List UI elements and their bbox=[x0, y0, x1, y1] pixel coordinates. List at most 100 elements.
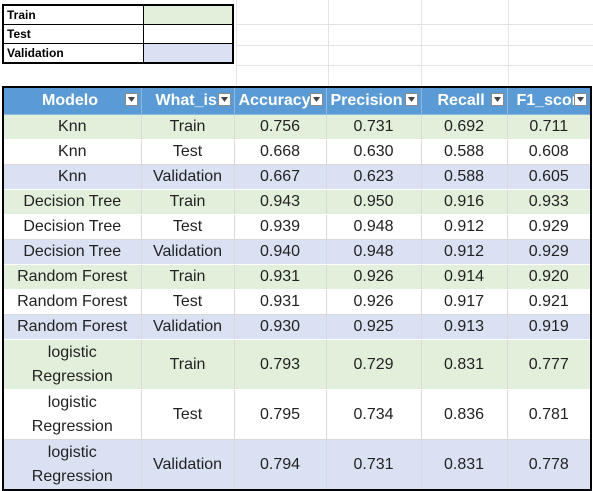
filter-dropdown-icon[interactable] bbox=[217, 93, 231, 106]
what-is-cell[interactable]: Test bbox=[140, 289, 235, 315]
modelo-cell[interactable]: logistic Regression bbox=[2, 339, 142, 390]
filter-dropdown-icon[interactable] bbox=[574, 93, 587, 106]
precision-cell[interactable]: 0.926 bbox=[325, 264, 422, 290]
precision-cell[interactable]: 0.729 bbox=[325, 339, 422, 390]
f1-score-cell[interactable]: 0.920 bbox=[506, 264, 592, 290]
modelo-cell[interactable]: Knn bbox=[2, 114, 142, 140]
recall-cell[interactable]: 0.917 bbox=[420, 289, 508, 315]
column-header-label: Accuracy bbox=[238, 92, 311, 109]
what-is-cell[interactable]: Train bbox=[140, 114, 235, 140]
what-is-cell[interactable]: Test bbox=[140, 214, 235, 240]
accuracy-cell[interactable]: 0.667 bbox=[233, 164, 327, 190]
recall-cell[interactable]: 0.692 bbox=[420, 114, 508, 140]
f1-score-cell[interactable]: 0.929 bbox=[506, 239, 592, 265]
modelo-cell[interactable]: Decision Tree bbox=[2, 214, 142, 240]
accuracy-cell[interactable]: 0.794 bbox=[233, 439, 327, 491]
modelo-cell[interactable]: Knn bbox=[2, 164, 142, 190]
what-is-cell[interactable]: Train bbox=[140, 189, 235, 215]
column-header-what-is[interactable]: What_is bbox=[140, 86, 235, 115]
table-row: logistic Regression Train 0.793 0.729 0.831 0… bbox=[2, 339, 592, 390]
accuracy-cell[interactable]: 0.668 bbox=[233, 139, 327, 165]
precision-cell[interactable]: 0.950 bbox=[325, 189, 422, 215]
precision-cell[interactable]: 0.925 bbox=[325, 314, 422, 340]
legend-label[interactable]: Test bbox=[2, 24, 144, 44]
legend-label[interactable]: Train bbox=[2, 4, 144, 25]
recall-cell[interactable]: 0.831 bbox=[420, 339, 508, 390]
legend-row: Test bbox=[2, 24, 234, 44]
accuracy-cell[interactable]: 0.756 bbox=[233, 114, 327, 140]
sheet-gridline bbox=[508, 0, 509, 86]
column-header-label: F1_score bbox=[516, 92, 587, 109]
recall-cell[interactable]: 0.588 bbox=[420, 139, 508, 165]
precision-cell[interactable]: 0.731 bbox=[325, 439, 422, 491]
precision-cell[interactable]: 0.623 bbox=[325, 164, 422, 190]
recall-cell[interactable]: 0.912 bbox=[420, 239, 508, 265]
table-row: Random Forest Validation 0.930 0.925 0.913 0.… bbox=[2, 314, 592, 340]
what-is-cell[interactable]: Validation bbox=[140, 164, 235, 190]
accuracy-cell[interactable]: 0.931 bbox=[233, 289, 327, 315]
accuracy-cell[interactable]: 0.940 bbox=[233, 239, 327, 265]
accuracy-cell[interactable]: 0.939 bbox=[233, 214, 327, 240]
legend-swatch[interactable] bbox=[143, 43, 234, 64]
recall-cell[interactable]: 0.913 bbox=[420, 314, 508, 340]
modelo-cell[interactable]: Random Forest bbox=[2, 314, 142, 340]
table-row: Random Forest Train 0.931 0.926 0.914 0.920 bbox=[2, 264, 592, 290]
f1-score-cell[interactable]: 0.711 bbox=[506, 114, 592, 140]
modelo-cell[interactable]: Knn bbox=[2, 139, 142, 165]
precision-cell[interactable]: 0.731 bbox=[325, 114, 422, 140]
column-header-recall[interactable]: Recall bbox=[420, 86, 508, 115]
what-is-cell[interactable]: Train bbox=[140, 264, 235, 290]
filter-dropdown-icon[interactable] bbox=[309, 93, 323, 106]
recall-cell[interactable]: 0.912 bbox=[420, 214, 508, 240]
filter-dropdown-icon[interactable] bbox=[124, 93, 138, 106]
precision-cell[interactable]: 0.948 bbox=[325, 239, 422, 265]
legend-swatch[interactable] bbox=[143, 4, 234, 25]
accuracy-cell[interactable]: 0.931 bbox=[233, 264, 327, 290]
f1-score-cell[interactable]: 0.929 bbox=[506, 214, 592, 240]
filter-dropdown-icon[interactable] bbox=[490, 93, 504, 106]
what-is-cell[interactable]: Train bbox=[140, 339, 235, 390]
legend-label[interactable]: Validation bbox=[2, 43, 144, 64]
column-header-label: What_is bbox=[155, 92, 217, 109]
modelo-cell[interactable]: logistic Regression bbox=[2, 389, 142, 440]
column-header-f1-score[interactable]: F1_score bbox=[506, 86, 592, 115]
f1-score-cell[interactable]: 0.605 bbox=[506, 164, 592, 190]
recall-cell[interactable]: 0.836 bbox=[420, 389, 508, 440]
recall-cell[interactable]: 0.588 bbox=[420, 164, 508, 190]
modelo-cell[interactable]: logistic Regression bbox=[2, 439, 142, 491]
what-is-cell[interactable]: Validation bbox=[140, 439, 235, 491]
f1-score-cell[interactable]: 0.933 bbox=[506, 189, 592, 215]
precision-cell[interactable]: 0.948 bbox=[325, 214, 422, 240]
column-header-label: Recall bbox=[437, 92, 485, 109]
legend-swatch[interactable] bbox=[143, 24, 234, 44]
f1-score-cell[interactable]: 0.919 bbox=[506, 314, 592, 340]
column-header-modelo[interactable]: Modelo bbox=[2, 86, 142, 115]
modelo-cell[interactable]: Random Forest bbox=[2, 264, 142, 290]
column-header-accuracy[interactable]: Accuracy bbox=[233, 86, 327, 115]
what-is-cell[interactable]: Test bbox=[140, 139, 235, 165]
precision-cell[interactable]: 0.630 bbox=[325, 139, 422, 165]
accuracy-cell[interactable]: 0.930 bbox=[233, 314, 327, 340]
what-is-cell[interactable]: Validation bbox=[140, 314, 235, 340]
column-header-precision[interactable]: Precision bbox=[325, 86, 422, 115]
f1-score-cell[interactable]: 0.781 bbox=[506, 389, 592, 440]
f1-score-cell[interactable]: 0.608 bbox=[506, 139, 592, 165]
recall-cell[interactable]: 0.914 bbox=[420, 264, 508, 290]
f1-score-cell[interactable]: 0.777 bbox=[506, 339, 592, 390]
sheet-gridline bbox=[328, 0, 329, 86]
f1-score-cell[interactable]: 0.921 bbox=[506, 289, 592, 315]
accuracy-cell[interactable]: 0.795 bbox=[233, 389, 327, 440]
precision-cell[interactable]: 0.926 bbox=[325, 289, 422, 315]
what-is-cell[interactable]: Test bbox=[140, 389, 235, 440]
recall-cell[interactable]: 0.831 bbox=[420, 439, 508, 491]
filter-dropdown-icon[interactable] bbox=[404, 93, 418, 106]
f1-score-cell[interactable]: 0.778 bbox=[506, 439, 592, 491]
modelo-cell[interactable]: Random Forest bbox=[2, 289, 142, 315]
accuracy-cell[interactable]: 0.793 bbox=[233, 339, 327, 390]
modelo-cell[interactable]: Decision Tree bbox=[2, 239, 142, 265]
precision-cell[interactable]: 0.734 bbox=[325, 389, 422, 440]
modelo-cell[interactable]: Decision Tree bbox=[2, 189, 142, 215]
what-is-cell[interactable]: Validation bbox=[140, 239, 235, 265]
accuracy-cell[interactable]: 0.943 bbox=[233, 189, 327, 215]
recall-cell[interactable]: 0.916 bbox=[420, 189, 508, 215]
